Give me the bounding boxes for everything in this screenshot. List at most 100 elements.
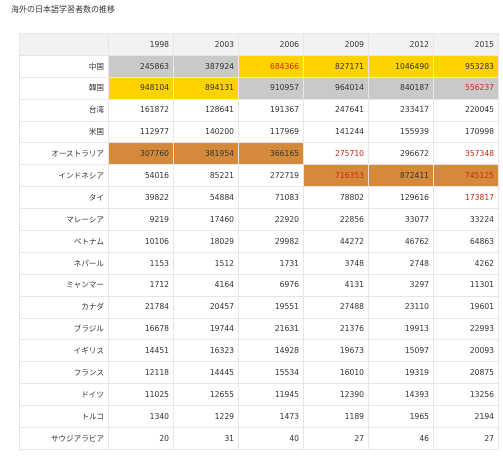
- table-row: サウジアラビア 20 31 40 27 46 27: [19, 427, 499, 450]
- table-row: 米国 112977 140200 117969 141244 155939 170998: [19, 120, 499, 144]
- data-table: 1998 2003 2006 2009 2012 2015 中国 245863 38…: [19, 33, 499, 450]
- value-cell: 11301: [433, 273, 499, 297]
- table-row: ネパール 1153 1512 1731 3748 2748 4262: [19, 251, 499, 275]
- value-cell: 128641: [173, 98, 239, 122]
- header-corner-cell: [19, 33, 109, 56]
- value-cell: 745125: [433, 164, 499, 188]
- value-cell: 1153: [108, 251, 174, 275]
- value-cell: 14451: [108, 339, 174, 363]
- value-cell: 19913: [368, 317, 434, 341]
- value-cell: 54016: [108, 164, 174, 188]
- value-cell: 9219: [108, 208, 174, 232]
- country-label: カナダ: [19, 295, 109, 319]
- table-row: 台湾 161872 128641 191367 247641 233417 220045: [19, 98, 499, 122]
- value-cell: 20875: [433, 361, 499, 385]
- table-row: ドイツ 11025 12655 11945 12390 14393 13256: [19, 383, 499, 407]
- value-cell: 21376: [303, 317, 369, 341]
- value-cell: 894131: [173, 76, 239, 100]
- country-label: 台湾: [19, 98, 109, 122]
- value-cell: 275710: [303, 142, 369, 166]
- value-cell: 827171: [303, 54, 369, 78]
- header-row: 1998 2003 2006 2009 2012 2015: [19, 33, 499, 56]
- table-row: オーストラリア 307760 381954 366165 275710 296672 357…: [19, 142, 499, 166]
- value-cell: 245863: [108, 54, 174, 78]
- value-cell: 233417: [368, 98, 434, 122]
- value-cell: 1965: [368, 405, 434, 429]
- table-row: 韓国 948104 894131 910957 964014 840187 556237: [19, 76, 499, 100]
- table-row: カナダ 21784 20457 19551 27488 23110 19601: [19, 295, 499, 319]
- value-cell: 14928: [238, 339, 304, 363]
- table-row: ベトナム 10106 18029 29982 44272 46762 64863: [19, 230, 499, 253]
- country-label: イギリス: [19, 339, 109, 363]
- table-body: 中国 245863 387924 684366 827171 1046490 953283 韓…: [19, 54, 499, 450]
- value-cell: 85221: [173, 164, 239, 188]
- value-cell: 16010: [303, 361, 369, 385]
- value-cell: 910957: [238, 76, 304, 100]
- value-cell: 16678: [108, 317, 174, 341]
- page-title: 海外の日本語学習者数の推移: [11, 5, 115, 14]
- value-cell: 1046490: [368, 54, 434, 78]
- value-cell: 948104: [108, 76, 174, 100]
- value-cell: 964014: [303, 76, 369, 100]
- value-cell: 33224: [433, 208, 499, 232]
- value-cell: 1340: [108, 405, 174, 429]
- value-cell: 29982: [238, 230, 304, 253]
- country-label: 米国: [19, 120, 109, 144]
- value-cell: 14393: [368, 383, 434, 407]
- value-cell: 31: [173, 427, 239, 450]
- value-cell: 1229: [173, 405, 239, 429]
- value-cell: 3748: [303, 251, 369, 275]
- year-header: 2003: [173, 33, 239, 56]
- country-label: ベトナム: [19, 230, 109, 253]
- table-row: イギリス 14451 16323 14928 19673 15097 20093: [19, 339, 499, 363]
- value-cell: 953283: [433, 54, 499, 78]
- value-cell: 27: [433, 427, 499, 450]
- value-cell: 22993: [433, 317, 499, 341]
- table-row: ミャンマー 1712 4164 6976 4131 3297 11301: [19, 273, 499, 297]
- value-cell: 191367: [238, 98, 304, 122]
- value-cell: 12655: [173, 383, 239, 407]
- country-label: マレーシア: [19, 208, 109, 232]
- value-cell: 22920: [238, 208, 304, 232]
- value-cell: 1712: [108, 273, 174, 297]
- value-cell: 1512: [173, 251, 239, 275]
- value-cell: 4164: [173, 273, 239, 297]
- year-header: 1998: [108, 33, 174, 56]
- value-cell: 64863: [433, 230, 499, 253]
- value-cell: 39822: [108, 186, 174, 210]
- value-cell: 3297: [368, 273, 434, 297]
- value-cell: 141244: [303, 120, 369, 144]
- year-header: 2015: [433, 33, 499, 56]
- value-cell: 387924: [173, 54, 239, 78]
- value-cell: 20457: [173, 295, 239, 319]
- value-cell: 12118: [108, 361, 174, 385]
- value-cell: 556237: [433, 76, 499, 100]
- value-cell: 16323: [173, 339, 239, 363]
- value-cell: 19673: [303, 339, 369, 363]
- value-cell: 44272: [303, 230, 369, 253]
- value-cell: 716353: [303, 164, 369, 188]
- value-cell: 27: [303, 427, 369, 450]
- value-cell: 6976: [238, 273, 304, 297]
- country-label: トルコ: [19, 405, 109, 429]
- year-header: 2012: [368, 33, 434, 56]
- value-cell: 112977: [108, 120, 174, 144]
- value-cell: 2194: [433, 405, 499, 429]
- value-cell: 140200: [173, 120, 239, 144]
- value-cell: 21784: [108, 295, 174, 319]
- table-row: フランス 12118 14445 15534 16010 19319 20875: [19, 361, 499, 385]
- value-cell: 78802: [303, 186, 369, 210]
- value-cell: 247641: [303, 98, 369, 122]
- value-cell: 1473: [238, 405, 304, 429]
- country-label: タイ: [19, 186, 109, 210]
- value-cell: 19319: [368, 361, 434, 385]
- value-cell: 54884: [173, 186, 239, 210]
- value-cell: 872411: [368, 164, 434, 188]
- value-cell: 129616: [368, 186, 434, 210]
- value-cell: 11945: [238, 383, 304, 407]
- table-row: タイ 39822 54884 71083 78802 129616 173817: [19, 186, 499, 210]
- country-label: 中国: [19, 54, 109, 78]
- value-cell: 155939: [368, 120, 434, 144]
- value-cell: 4262: [433, 251, 499, 275]
- value-cell: 23110: [368, 295, 434, 319]
